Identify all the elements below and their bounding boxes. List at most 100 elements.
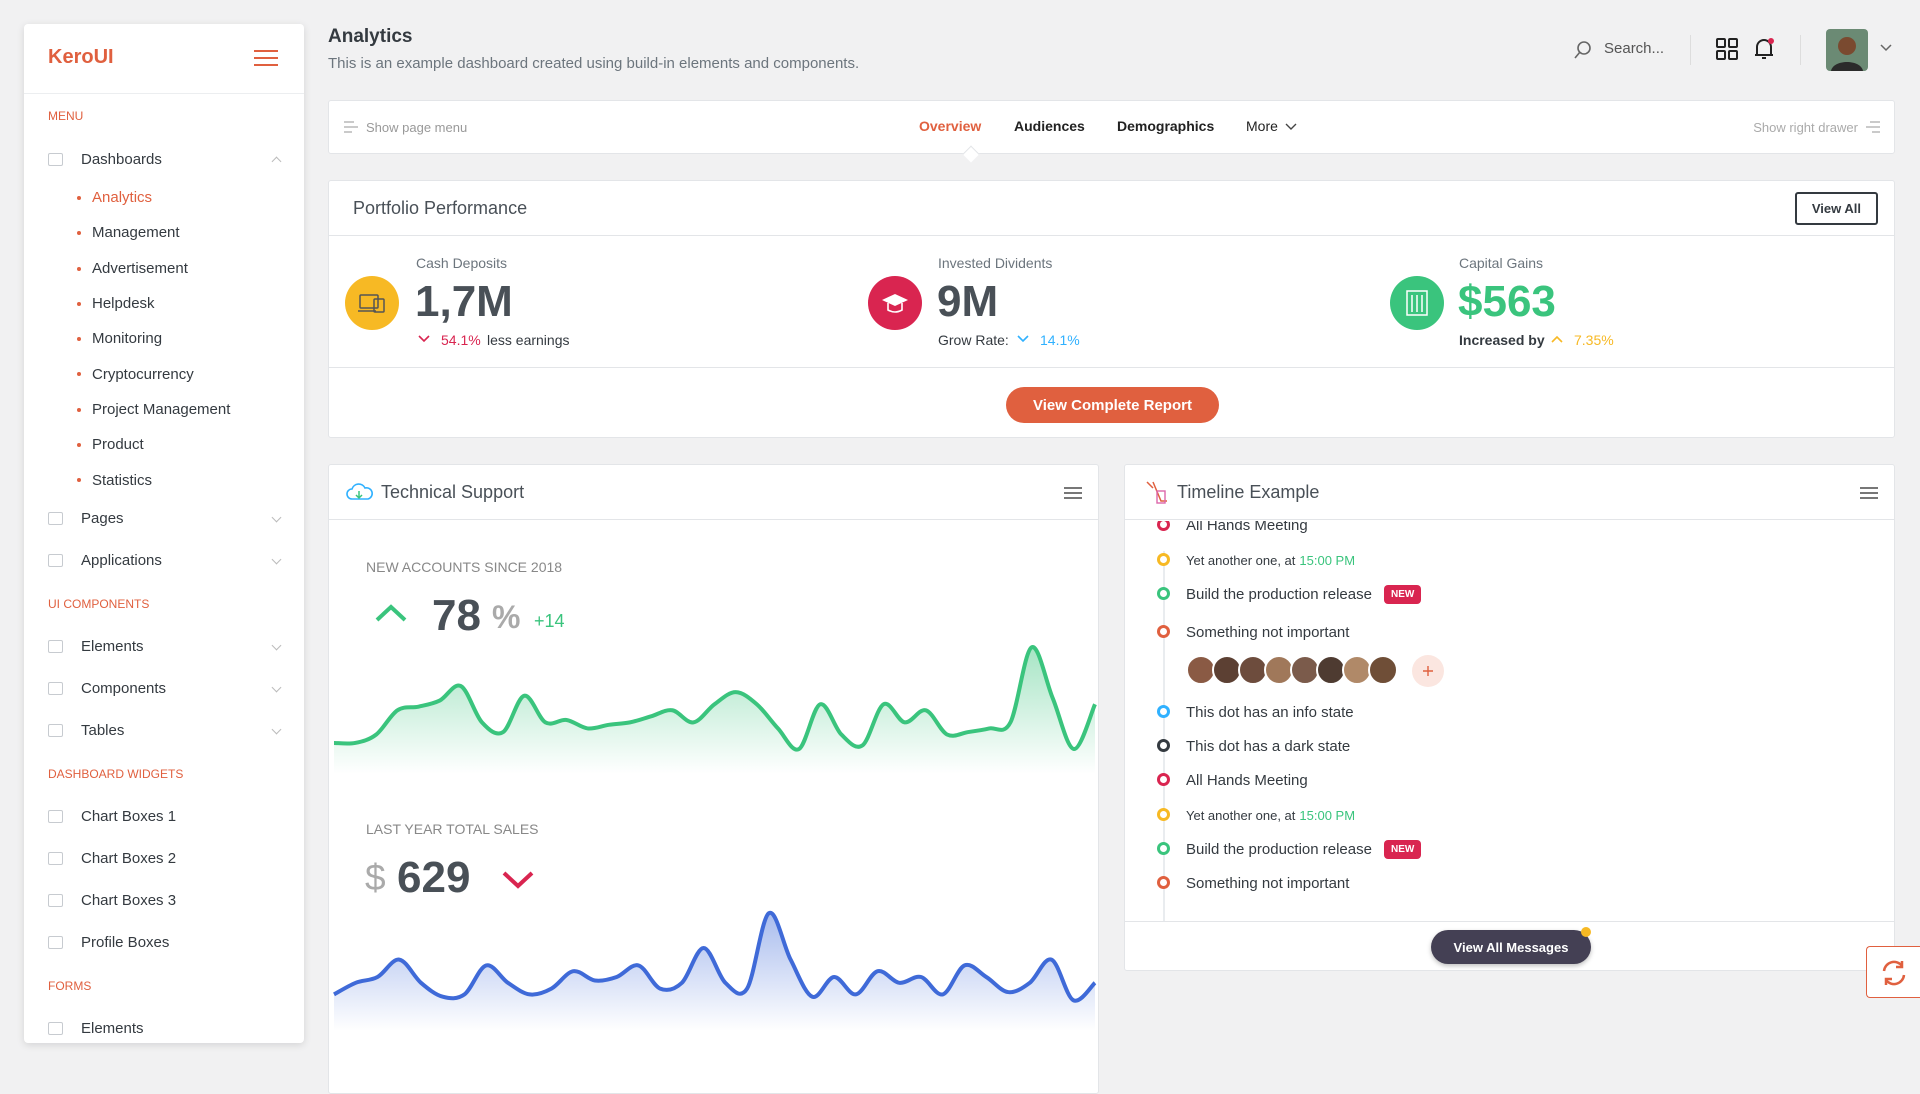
nav-item[interactable]: Chart Boxes 3	[24, 880, 304, 922]
user-menu-caret[interactable]	[1880, 43, 1892, 53]
nav-label: Chart Boxes 2	[81, 850, 177, 868]
tab-indicator	[962, 145, 980, 163]
nav-label: Tables	[81, 722, 125, 740]
right-drawer-icon[interactable]	[1866, 121, 1880, 133]
tab[interactable]: Overview	[919, 118, 982, 134]
view-all-button[interactable]: View All	[1794, 192, 1878, 225]
view-messages-button[interactable]: View All Messages	[1431, 930, 1591, 964]
logo[interactable]: KeroUI	[48, 46, 114, 68]
metric-label: NEW ACCOUNTS SINCE 2018	[366, 559, 563, 575]
plus-icon	[1423, 666, 1433, 676]
nav-caret	[271, 512, 282, 523]
tab[interactable]: Audiences	[1014, 118, 1085, 134]
nav-item[interactable]: Components	[24, 668, 304, 710]
timeline-text: All Hands Meeting	[1186, 771, 1308, 789]
timeline-item: Yet another one, at 15:00 PM	[1186, 803, 1355, 827]
nav-section-label: DASHBOARD WIDGETS	[48, 766, 184, 781]
timeline-text: All Hands Meeting	[1186, 521, 1308, 534]
timeline-dot	[1157, 773, 1170, 786]
support-card: Technical Support NEW ACCOUNTS SINCE 201…	[328, 464, 1099, 1094]
nav-item[interactable]: Chart Boxes 1	[24, 796, 304, 838]
nav-subitem[interactable]: Statistics	[24, 462, 304, 497]
nav-item[interactable]: Dashboards	[24, 138, 304, 180]
nav-item[interactable]: Applications	[24, 540, 304, 582]
tab-bar: Show page menu Overview Audiences Demogr…	[328, 100, 1895, 163]
add-avatar[interactable]	[1412, 655, 1444, 687]
stat-label: Capital Gains	[1459, 255, 1544, 271]
tab-caret	[1285, 123, 1297, 130]
timeline-dot	[1157, 587, 1170, 600]
timeline-dot	[1157, 553, 1170, 566]
tab[interactable]: Demographics	[1117, 118, 1215, 134]
timeline-item: All Hands Meeting	[1186, 768, 1308, 792]
nav-item[interactable]: Pages	[24, 498, 304, 540]
avatar	[1316, 655, 1346, 685]
stat-note: Increased by	[1459, 332, 1545, 348]
card-header: Technical Support	[329, 465, 1098, 520]
stat-value: 1,7M	[415, 277, 513, 326]
divider	[329, 367, 1894, 368]
nav-icon	[48, 152, 63, 166]
trend-up	[375, 604, 407, 622]
timeline-item: Yet another one, at 15:00 PM	[1186, 548, 1355, 572]
nav-subitem[interactable]: Management	[24, 215, 304, 250]
logo-bar: KeroUI	[24, 24, 304, 94]
nav-label: Chart Boxes 3	[81, 892, 177, 910]
nav-subitem[interactable]: Advertisement	[24, 251, 304, 286]
card-menu[interactable]	[1860, 487, 1878, 499]
menu-toggle[interactable]	[254, 49, 278, 67]
timeline-item: This dot has a dark state	[1186, 734, 1350, 758]
tab[interactable]: More	[1246, 118, 1278, 134]
timeline-dot	[1157, 705, 1170, 718]
timeline-item: Build the production release NEW	[1186, 582, 1422, 606]
badge: NEW	[1383, 584, 1422, 604]
nav-item[interactable]: Elements	[24, 626, 304, 668]
nav-item[interactable]: Elements	[24, 1008, 304, 1043]
nav-subitem[interactable]: Project Management	[24, 392, 304, 427]
timeline-card: Timeline Example All Hands Meeting Yet an…	[1124, 464, 1895, 971]
settings-toggle[interactable]	[1866, 946, 1920, 998]
nav-subitem[interactable]: Helpdesk	[24, 286, 304, 321]
trend-down	[502, 871, 534, 889]
card-title: Portfolio Performance	[353, 197, 528, 218]
nav-subitem[interactable]: Monitoring	[24, 321, 304, 356]
card-menu[interactable]	[1064, 487, 1082, 499]
card-header: Portfolio Performance	[329, 181, 1894, 236]
nav-icon	[48, 936, 63, 950]
page-menu-link[interactable]: Show page menu	[366, 120, 468, 135]
timeline-text: Yet another one, at	[1186, 552, 1296, 568]
view-report-button[interactable]: View Complete Report	[1006, 387, 1219, 423]
nav-subitem[interactable]: Analytics	[24, 180, 304, 215]
nav-item[interactable]: Profile Boxes	[24, 922, 304, 964]
nav-icon	[48, 724, 63, 738]
search-icon[interactable]	[1573, 40, 1593, 60]
nav-subitem[interactable]: Cryptocurrency	[24, 356, 304, 391]
nav-subitem[interactable]: Product	[24, 427, 304, 462]
timeline-item: Build the production release NEW	[1186, 837, 1422, 861]
nav-item[interactable]: Chart Boxes 2	[24, 838, 304, 880]
user-avatar[interactable]	[1826, 29, 1868, 71]
sparkline	[333, 645, 1097, 752]
timeline-text: Something not important	[1186, 623, 1350, 641]
nav-icon	[48, 810, 63, 824]
timeline-item: Something not important	[1186, 620, 1349, 644]
avatar	[1368, 655, 1398, 685]
right-drawer-link[interactable]: Show right drawer	[1753, 120, 1858, 135]
timeline-text: This dot has an info state	[1186, 703, 1354, 721]
nav-section-label: MENU	[48, 109, 84, 123]
nav-item[interactable]: Tables	[24, 710, 304, 752]
notifications-icon[interactable]	[1752, 36, 1776, 62]
metric-delta: +14	[534, 611, 565, 631]
page-menu-icon[interactable]	[344, 121, 358, 133]
search-input[interactable]: Search...	[1604, 40, 1665, 57]
apps-icon[interactable]	[1716, 38, 1738, 60]
nav-icon	[48, 682, 63, 696]
timeline-dot	[1157, 521, 1170, 531]
nav-caret	[271, 156, 282, 167]
avatar	[1264, 655, 1294, 685]
avatar-group	[1186, 655, 1444, 687]
nav-section-label: FORMS	[48, 978, 92, 993]
nav-label: Dashboards	[81, 150, 162, 168]
nav-label: Elements	[81, 1020, 144, 1038]
